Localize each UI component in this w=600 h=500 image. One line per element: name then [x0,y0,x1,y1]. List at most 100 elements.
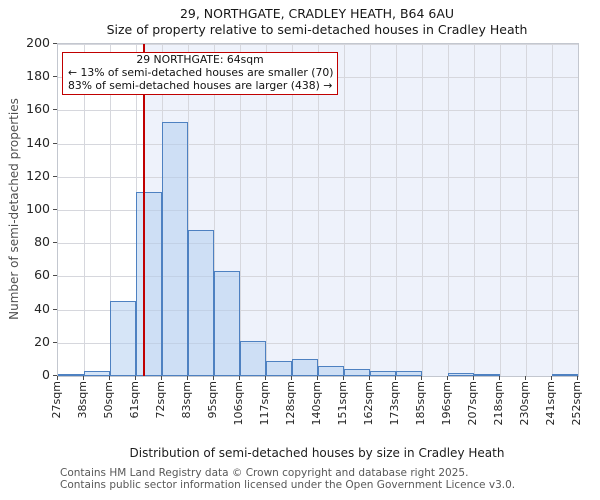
x-tick-mark [551,376,552,380]
vertical-gridline [500,44,501,376]
x-tick-mark [369,376,370,380]
x-tick-mark [447,376,448,380]
vertical-gridline [448,44,449,376]
vertical-gridline [240,44,241,376]
histogram-bar [58,374,84,376]
histogram-bar [266,361,292,376]
histogram-bar [370,371,396,376]
x-tick-label: 128sqm [284,381,297,426]
footer-line-1: Contains HM Land Registry data © Crown c… [60,467,469,479]
x-tick-label: 27sqm [50,381,63,419]
y-tick-label: 40 [34,300,50,316]
vertical-gridline [292,44,293,376]
y-tick-label: 0 [42,367,50,382]
x-axis-label: Distribution of semi-detached houses by … [129,446,505,460]
x-tick-mark [343,376,344,380]
y-tick-mark [53,76,57,78]
vertical-gridline [214,44,215,376]
footer: Contains HM Land Registry data © Crown c… [60,467,516,491]
histogram-bar [448,372,474,376]
x-tick-mark [83,376,84,380]
x-tick-label: 38sqm [76,381,89,419]
y-tick-mark [53,375,57,376]
vertical-gridline [552,44,553,376]
x-tick-label: 241sqm [544,381,557,426]
y-tick-mark [53,109,57,111]
x-tick-label: 218sqm [492,381,505,426]
y-tick-label: 160 [26,101,50,117]
y-tick-mark [53,175,57,177]
x-tick-label: 162sqm [362,381,375,426]
vertical-gridline [344,44,345,376]
vertical-gridline [422,44,423,376]
y-tick-label: 120 [26,167,50,183]
x-tick-label: 151sqm [336,381,349,426]
x-tick-mark [291,376,292,380]
vertical-gridline [526,44,527,376]
histogram-bar [110,301,136,376]
vertical-gridline [318,44,319,376]
x-tick-label: 196sqm [440,381,453,426]
plot-area: 29 NORTHGATE: 64sqm ← 13% of semi-detach… [57,43,579,377]
y-tick-label: 20 [34,333,50,349]
y-tick-mark [53,308,57,310]
vertical-gridline [396,44,397,376]
y-tick-mark [53,209,57,210]
x-tick-mark [109,376,110,380]
vertical-gridline [474,44,475,376]
vertical-gridline [110,44,111,376]
vertical-gridline [188,44,189,376]
x-tick-label: 83sqm [180,381,193,419]
x-tick-label: 117sqm [258,381,271,426]
y-tick-label: 180 [26,68,50,84]
y-tick-mark [53,275,57,277]
histogram-bar [214,271,240,376]
property-size-marker-line [142,44,145,376]
x-tick-mark [213,376,214,380]
vertical-gridline [266,44,267,376]
y-tick-label: 60 [34,267,50,283]
vertical-gridline [370,44,371,376]
x-tick-label: 61sqm [128,381,141,419]
x-tick-mark [187,376,188,380]
histogram-bar [396,371,422,376]
vertical-gridline [84,44,85,376]
x-tick-label: 50sqm [102,381,115,419]
histogram-bar [344,369,370,376]
y-tick-label: 80 [34,234,50,250]
x-tick-mark [421,376,422,380]
x-tick-label: 230sqm [518,381,531,426]
x-tick-label: 252sqm [570,381,583,426]
histogram-bar [292,359,318,376]
x-tick-label: 173sqm [388,381,401,426]
y-tick-mark [53,242,57,244]
histogram-bar [84,371,110,376]
y-tick-mark [53,43,57,44]
y-tick-mark [53,341,57,343]
x-tick-mark [57,376,58,380]
x-tick-label: 72sqm [154,381,167,419]
x-tick-label: 207sqm [466,381,479,426]
page-title: 29, NORTHGATE, CRADLEY HEATH, B64 6AU [179,6,455,21]
y-tick-label: 200 [26,35,50,50]
x-tick-mark [135,376,136,380]
x-tick-mark [395,376,396,380]
x-tick-mark [317,376,318,380]
chart-subtitle: Size of property relative to semi-detach… [106,22,528,37]
y-tick-label: 100 [26,201,50,216]
x-tick-mark [525,376,526,380]
histogram-bar [240,341,266,376]
histogram-bar [318,366,344,376]
x-tick-label: 185sqm [414,381,427,426]
x-tick-mark [239,376,240,380]
footer-line-2: Contains public sector information licen… [60,478,516,491]
histogram-bar [136,191,162,376]
annotation-larger-text: 83% of semi-detached houses are larger (… [68,78,333,92]
annotation-title: 29 NORTHGATE: 64sqm [136,53,264,66]
histogram-bar [552,374,578,376]
x-tick-mark [161,376,162,380]
y-tick-label: 140 [26,134,50,150]
histogram-bar [162,122,188,376]
histogram-bar [188,229,214,376]
